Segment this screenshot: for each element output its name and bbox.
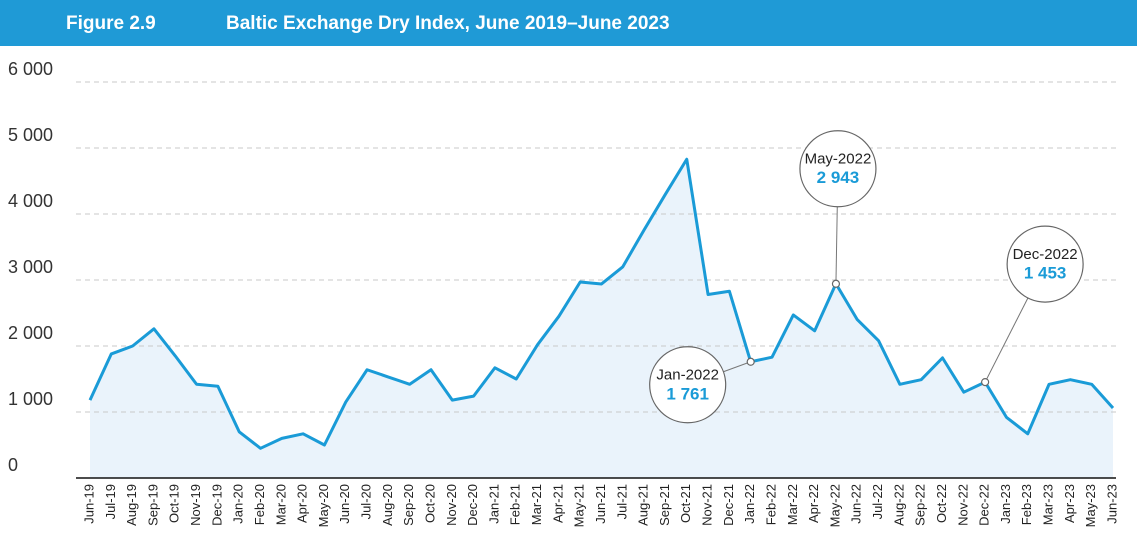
callout-value: 2 943 xyxy=(817,168,860,187)
area xyxy=(90,159,1113,478)
callout-bubble xyxy=(649,346,727,424)
x-tick-label: Jan-20 xyxy=(231,484,246,524)
callout-point xyxy=(746,357,755,366)
x-tick-label: May-23 xyxy=(1083,484,1098,527)
x-tick-label: Dec-20 xyxy=(465,484,480,526)
x-tick-label: Dec-21 xyxy=(721,484,736,526)
x-tick-label: May-22 xyxy=(827,484,842,527)
x-tick-label: Aug-22 xyxy=(891,484,906,526)
x-tick-label: Feb-21 xyxy=(508,484,523,525)
x-tick-label: Oct-20 xyxy=(422,484,437,523)
x-tick-label: Nov-22 xyxy=(955,484,970,526)
x-tick-label: Jun-22 xyxy=(849,484,864,524)
y-tick-label: 4 000 xyxy=(8,191,53,211)
x-tick-label: Jan-23 xyxy=(998,484,1013,524)
x-tick-label: May-21 xyxy=(572,484,587,527)
x-tick-label: Aug-20 xyxy=(380,484,395,526)
x-tick-label: Apr-23 xyxy=(1062,484,1077,523)
x-tick-label: Mar-23 xyxy=(1041,484,1056,525)
x-tick-label: Nov-20 xyxy=(444,484,459,526)
x-tick-label: Jun-21 xyxy=(593,484,608,524)
y-tick-label: 0 xyxy=(8,455,18,475)
x-tick-label: Mar-21 xyxy=(529,484,544,525)
x-tick-label: Apr-21 xyxy=(550,484,565,523)
x-tick-label: Oct-21 xyxy=(678,484,693,523)
x-tick-label: Nov-21 xyxy=(700,484,715,526)
x-tick-label: Apr-22 xyxy=(806,484,821,523)
x-tick-label: Apr-20 xyxy=(295,484,310,523)
x-tick-label: Mar-20 xyxy=(273,484,288,525)
callout-value: 1 761 xyxy=(666,384,709,403)
x-tick-label: Sep-22 xyxy=(913,484,928,526)
callout-leader xyxy=(984,297,1029,383)
x-tick-label: Jul-22 xyxy=(870,484,885,519)
x-tick-label: Aug-19 xyxy=(124,484,139,526)
x-tick-label: Jun-19 xyxy=(81,484,96,524)
y-tick-label: 2 000 xyxy=(8,323,53,343)
y-tick-label: 6 000 xyxy=(8,59,53,79)
callout-value: 1 453 xyxy=(1024,264,1067,283)
x-tick-label: Nov-19 xyxy=(188,484,203,526)
x-tick-label: Dec-22 xyxy=(977,484,992,526)
x-tick-label: May-20 xyxy=(316,484,331,527)
x-tick-label: Sep-20 xyxy=(401,484,416,526)
x-tick-label: Aug-21 xyxy=(636,484,651,526)
x-tick-label: Jun-23 xyxy=(1104,484,1119,524)
x-tick-label: Jul-20 xyxy=(359,484,374,519)
callout-point xyxy=(831,279,841,288)
callout-leader xyxy=(723,361,751,373)
x-tick-label: Feb-23 xyxy=(1019,484,1034,525)
y-tick-label: 1 000 xyxy=(8,389,53,409)
header-band xyxy=(0,0,1137,46)
x-tick-label: Jul-19 xyxy=(103,484,118,519)
x-tick-label: Sep-19 xyxy=(145,484,160,526)
x-tick-label: Jan-21 xyxy=(486,484,501,524)
x-tick-label: Feb-20 xyxy=(252,484,267,525)
figure-label: Figure 2.9 xyxy=(66,13,156,34)
y-tick-label: 3 000 xyxy=(8,257,53,277)
x-tick-label: Jan-22 xyxy=(742,484,757,524)
chart-title: Baltic Exchange Dry Index, June 2019–Jun… xyxy=(226,13,670,34)
callout-leader xyxy=(835,206,838,284)
callout-label: May-2022 xyxy=(805,151,872,168)
x-tick-label: Jul-21 xyxy=(614,484,629,519)
x-tick-label: Oct-19 xyxy=(167,484,182,523)
callout-label: Dec-2022 xyxy=(1013,246,1078,263)
callout-label: Jan-2022 xyxy=(656,367,719,384)
x-tick-label: Feb-22 xyxy=(763,484,778,525)
callout-bubble xyxy=(1006,225,1084,303)
x-tick-label: Jun-20 xyxy=(337,484,352,524)
x-tick-label: Sep-21 xyxy=(657,484,672,526)
line xyxy=(88,157,1115,450)
callout-bubble xyxy=(799,130,877,208)
x-tick-label: Mar-22 xyxy=(785,484,800,525)
callout-point xyxy=(981,378,990,387)
x-tick-label: Dec-19 xyxy=(209,484,224,526)
x-tick-label: Oct-22 xyxy=(934,484,949,523)
y-tick-label: 5 000 xyxy=(8,125,53,145)
